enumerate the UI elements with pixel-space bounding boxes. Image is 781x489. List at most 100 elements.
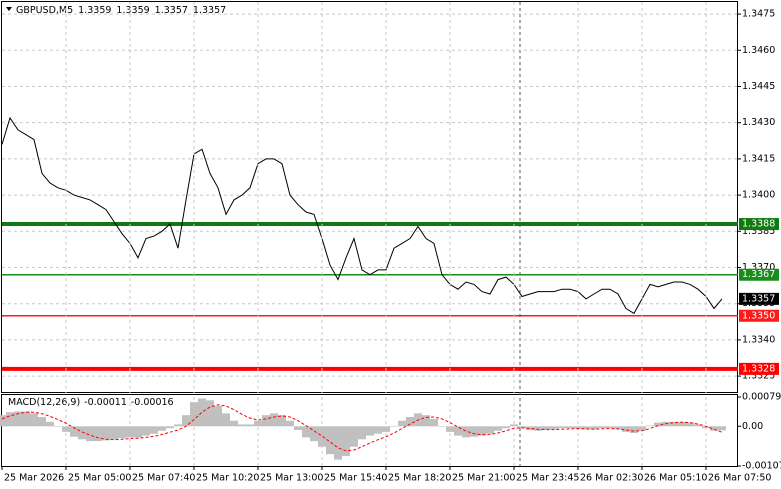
macd-header: MACD(12,26,9) -0.00011 -0.00016 [8, 397, 174, 408]
macd-bar [638, 426, 646, 431]
macd-bar [126, 426, 134, 438]
macd-bar [606, 426, 614, 429]
macd-bar [430, 418, 438, 427]
macd-bar [534, 426, 542, 431]
macd-bar [462, 426, 470, 438]
macd-bar [590, 426, 598, 430]
macd-bar [0, 415, 6, 427]
macd-bar [446, 426, 454, 432]
macd-bar [382, 426, 390, 432]
level-label: 1.3367 [742, 269, 775, 280]
macd-bar [438, 426, 446, 427]
macd-bar [574, 426, 582, 429]
macd-bar [502, 426, 510, 429]
y-tick-label: 1.3475 [742, 9, 775, 20]
y-tick-label: 0.00079 [742, 392, 781, 403]
x-tick-label: 25 Mar 2026 [4, 473, 64, 484]
macd-bar [278, 415, 286, 427]
level-label: 1.3350 [742, 310, 775, 321]
macd-bar [390, 426, 398, 427]
macd-bar [190, 402, 198, 427]
macd-bar [150, 426, 158, 434]
macd-bar [518, 426, 526, 429]
y-tick-label: 1.3400 [742, 190, 775, 201]
macd-bar [334, 426, 342, 460]
y-tick-label: 1.3415 [742, 153, 775, 164]
level-label: 1.3388 [742, 219, 775, 230]
macd-bar [270, 413, 278, 427]
macd-bar [86, 426, 94, 442]
x-tick-label: 25 Mar 05:00 [68, 473, 131, 484]
x-tick-label: 25 Mar 13:00 [260, 473, 323, 484]
macd-bar [542, 426, 550, 431]
macd-bar [678, 421, 686, 427]
level-label: 1.3328 [742, 363, 775, 374]
macd-bar [486, 426, 494, 434]
macd-bar [22, 411, 30, 427]
y-tick-label: 1.3460 [742, 45, 775, 56]
y-tick-label: 1.3430 [742, 117, 775, 128]
y-tick-label: 1.3340 [742, 334, 775, 345]
macd-bar [358, 426, 366, 440]
macd-bar [254, 420, 262, 427]
macd-bar [566, 426, 574, 429]
ohlc-value: 1.3359 [78, 5, 111, 16]
level-label-box [739, 218, 779, 231]
x-tick-label: 26 Mar 05:10 [644, 473, 707, 484]
signal-line [1, 404, 723, 452]
macd-bar [46, 421, 54, 427]
macd-bar [166, 426, 174, 429]
macd-bar [366, 426, 374, 436]
macd-bar [326, 426, 334, 455]
macd-bar [78, 426, 86, 440]
macd-bar [718, 426, 726, 431]
macd-frame [1, 394, 738, 467]
macd-bar [198, 398, 206, 427]
macd-bar [526, 426, 534, 431]
macd-bar [318, 426, 326, 447]
macd-bar [38, 417, 46, 427]
macd-bar [686, 422, 694, 427]
symbol-title: GBPUSD,M5 [16, 5, 73, 16]
macd-bar [214, 405, 222, 427]
macd-bar [478, 426, 486, 436]
macd-bar [422, 415, 430, 427]
macd-bar [646, 425, 654, 427]
ohlc-value: 1.3357 [155, 5, 188, 16]
y-tick-label: 1.3325 [742, 371, 775, 382]
macd-bar [54, 426, 62, 427]
x-tick-label: 26 Mar 02:30 [580, 473, 643, 484]
macd-bar [374, 426, 382, 434]
macd-bar [286, 420, 294, 427]
macd-bar [30, 413, 38, 427]
macd-bar [174, 424, 182, 427]
macd-bar [310, 426, 318, 442]
macd-value: -0.00011 [84, 397, 127, 408]
macd-bar [6, 412, 14, 427]
y-tick-label: 0.00 [742, 421, 763, 432]
macd-bar [182, 415, 190, 427]
x-tick-label: 25 Mar 23:45 [516, 473, 579, 484]
menu-arrow[interactable] [6, 7, 12, 11]
macd-bar [406, 417, 414, 427]
macd-bar [134, 426, 142, 438]
y-tick-label: 1.3370 [742, 262, 775, 273]
macd-bar [222, 413, 230, 427]
macd-bar [302, 426, 310, 438]
macd-bar [14, 411, 22, 427]
macd-bar [294, 426, 302, 431]
macd-bar [142, 426, 150, 436]
macd-bar [262, 415, 270, 427]
level-label-box [739, 309, 779, 322]
x-tick-label: 25 Mar 18:20 [388, 473, 451, 484]
macd-bar [622, 426, 630, 432]
macd-bar [62, 426, 70, 432]
macd-bar [246, 424, 254, 427]
macd-bar [158, 426, 166, 431]
x-tick-label: 25 Mar 21:00 [452, 473, 515, 484]
macd-bar [494, 426, 502, 431]
macd-bar [342, 426, 350, 456]
price-line [1, 116, 723, 315]
macd-bar [230, 420, 238, 427]
